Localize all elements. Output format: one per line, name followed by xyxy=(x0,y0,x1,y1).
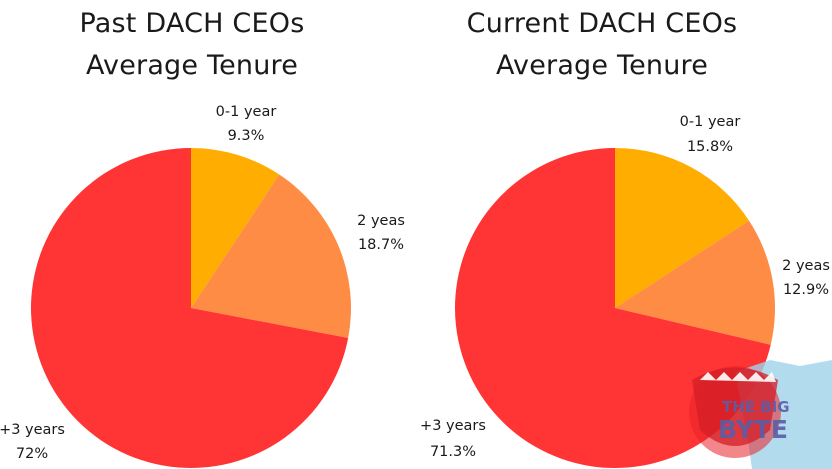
slice-category-label: 0-1 year xyxy=(216,104,277,120)
slice-value-label: 18.7% xyxy=(358,237,404,253)
slice-category-label: 2 yeas xyxy=(357,213,405,229)
slice-category-label: +3 years xyxy=(0,422,65,438)
slice-category-label: +3 years xyxy=(420,418,486,434)
chart-title-past: Past DACH CEOs Average Tenure xyxy=(0,3,384,87)
slice-value-label: 71.3% xyxy=(430,444,476,460)
chart-title-current: Current DACH CEOs Average Tenure xyxy=(404,3,800,87)
chart-title-line: Average Tenure xyxy=(495,50,709,81)
chart-title-line: Past DACH CEOs xyxy=(79,8,305,39)
chart-title-line: Current DACH CEOs xyxy=(466,8,738,39)
slice-category-label: 2 yeas xyxy=(782,258,830,274)
slice-category-label: 0-1 year xyxy=(680,114,741,130)
pie-slice-2-years xyxy=(615,220,775,345)
slice-value-label: 9.3% xyxy=(228,128,265,144)
slice-value-label: 15.8% xyxy=(687,139,733,155)
pie-slice-0-1-year xyxy=(191,148,280,308)
slice-value-label: 12.9% xyxy=(783,282,829,298)
slice-value-label: 72% xyxy=(16,446,48,462)
pie-slice-3plus-years xyxy=(30,148,349,468)
chart-title-line: Average Tenure xyxy=(85,50,299,81)
pie-slice-0-1-year xyxy=(615,148,750,308)
pie-slice-2-years xyxy=(191,174,351,338)
